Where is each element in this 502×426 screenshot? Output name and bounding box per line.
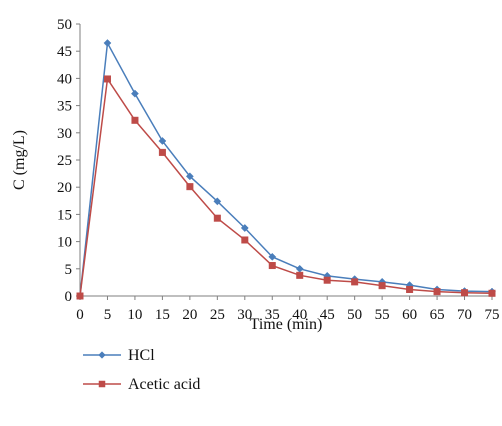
x-axis-title: Time (min): [250, 316, 323, 333]
data-point-hcl: [295, 264, 304, 273]
data-point-hcl: [240, 224, 249, 232]
series-line-acetic-acid: [79, 76, 493, 297]
data-point-hcl: [103, 39, 112, 47]
data-point-acetic-acid: [351, 278, 359, 286]
data-point-acetic-acid: [131, 116, 139, 124]
data-point-acetic-acid: [488, 289, 496, 297]
x-tick-label: 75: [485, 307, 500, 323]
series-hcl: [76, 39, 496, 300]
y-tick-label: 35: [57, 99, 72, 115]
x-tick-label: 30: [237, 307, 252, 323]
data-point-acetic-acid: [406, 285, 414, 293]
data-point-acetic-acid: [296, 271, 304, 279]
x-tick-label: 60: [402, 307, 417, 323]
y-tick-label: 45: [57, 44, 72, 60]
x-tick-label: 50: [347, 307, 362, 323]
data-point-hcl: [185, 172, 194, 181]
legend-marker-acetic-acid: [98, 380, 106, 388]
y-tick-label: 0: [65, 289, 73, 305]
y-tick-label: 25: [57, 153, 72, 169]
data-point-acetic-acid: [433, 288, 441, 296]
y-tick-label: 50: [57, 17, 72, 33]
x-tick-label: 35: [265, 307, 280, 323]
y-tick-label: 5: [65, 262, 73, 278]
x-tick-label: 15: [155, 307, 170, 323]
axis-ticks: 0 5 10 15 20 25 30 35 40 45 50 0 5 10 15 20 25 30 35 40 45 50…: [57, 17, 500, 323]
data-point-hcl: [213, 197, 222, 206]
series-acetic-acid: [76, 75, 496, 300]
x-tick-label: 20: [182, 307, 197, 323]
x-tick-label: 70: [457, 307, 472, 323]
y-axis-title: C (mg/L): [11, 130, 28, 190]
data-point-hcl: [268, 252, 277, 261]
data-point-acetic-acid: [268, 262, 276, 270]
x-tick-label: 55: [375, 307, 390, 323]
y-tick-label: 10: [57, 235, 72, 251]
y-tick-label: 40: [57, 71, 72, 87]
data-point-acetic-acid: [378, 282, 386, 290]
axes: [79, 24, 492, 297]
data-point-acetic-acid: [323, 276, 331, 284]
legend-item-acetic-acid: Acetic acid: [83, 376, 200, 393]
x-tick-label: 45: [320, 307, 335, 323]
x-tick-label: 0: [76, 307, 84, 323]
data-point-acetic-acid: [76, 292, 84, 300]
data-point-hcl: [158, 137, 167, 145]
x-tick-label: 40: [292, 307, 307, 323]
y-tick-label: 30: [57, 126, 72, 142]
data-point-hcl: [130, 89, 139, 98]
x-tick-label: 65: [430, 307, 445, 323]
legend: HCl Acetic acid: [83, 347, 200, 393]
series-line-hcl: [79, 40, 493, 297]
legend-item-hcl: HCl: [83, 347, 155, 364]
data-point-acetic-acid: [158, 148, 166, 156]
legend-label-hcl: HCl: [128, 347, 155, 364]
data-point-acetic-acid: [241, 236, 249, 244]
x-tick-label: 10: [127, 307, 142, 323]
data-point-acetic-acid: [186, 183, 194, 191]
y-tick-label: 20: [57, 180, 72, 196]
legend-label-acetic-acid: Acetic acid: [128, 376, 200, 393]
x-tick-label: 25: [210, 307, 225, 323]
series-group: [76, 39, 496, 300]
x-tick-label: 5: [104, 307, 112, 323]
data-point-acetic-acid: [103, 75, 111, 83]
data-point-acetic-acid: [461, 289, 469, 297]
data-point-acetic-acid: [213, 214, 221, 222]
legend-marker-hcl: [98, 351, 106, 359]
y-tick-label: 15: [57, 207, 72, 223]
axis-labels: Time (min) C (mg/L): [11, 130, 322, 333]
